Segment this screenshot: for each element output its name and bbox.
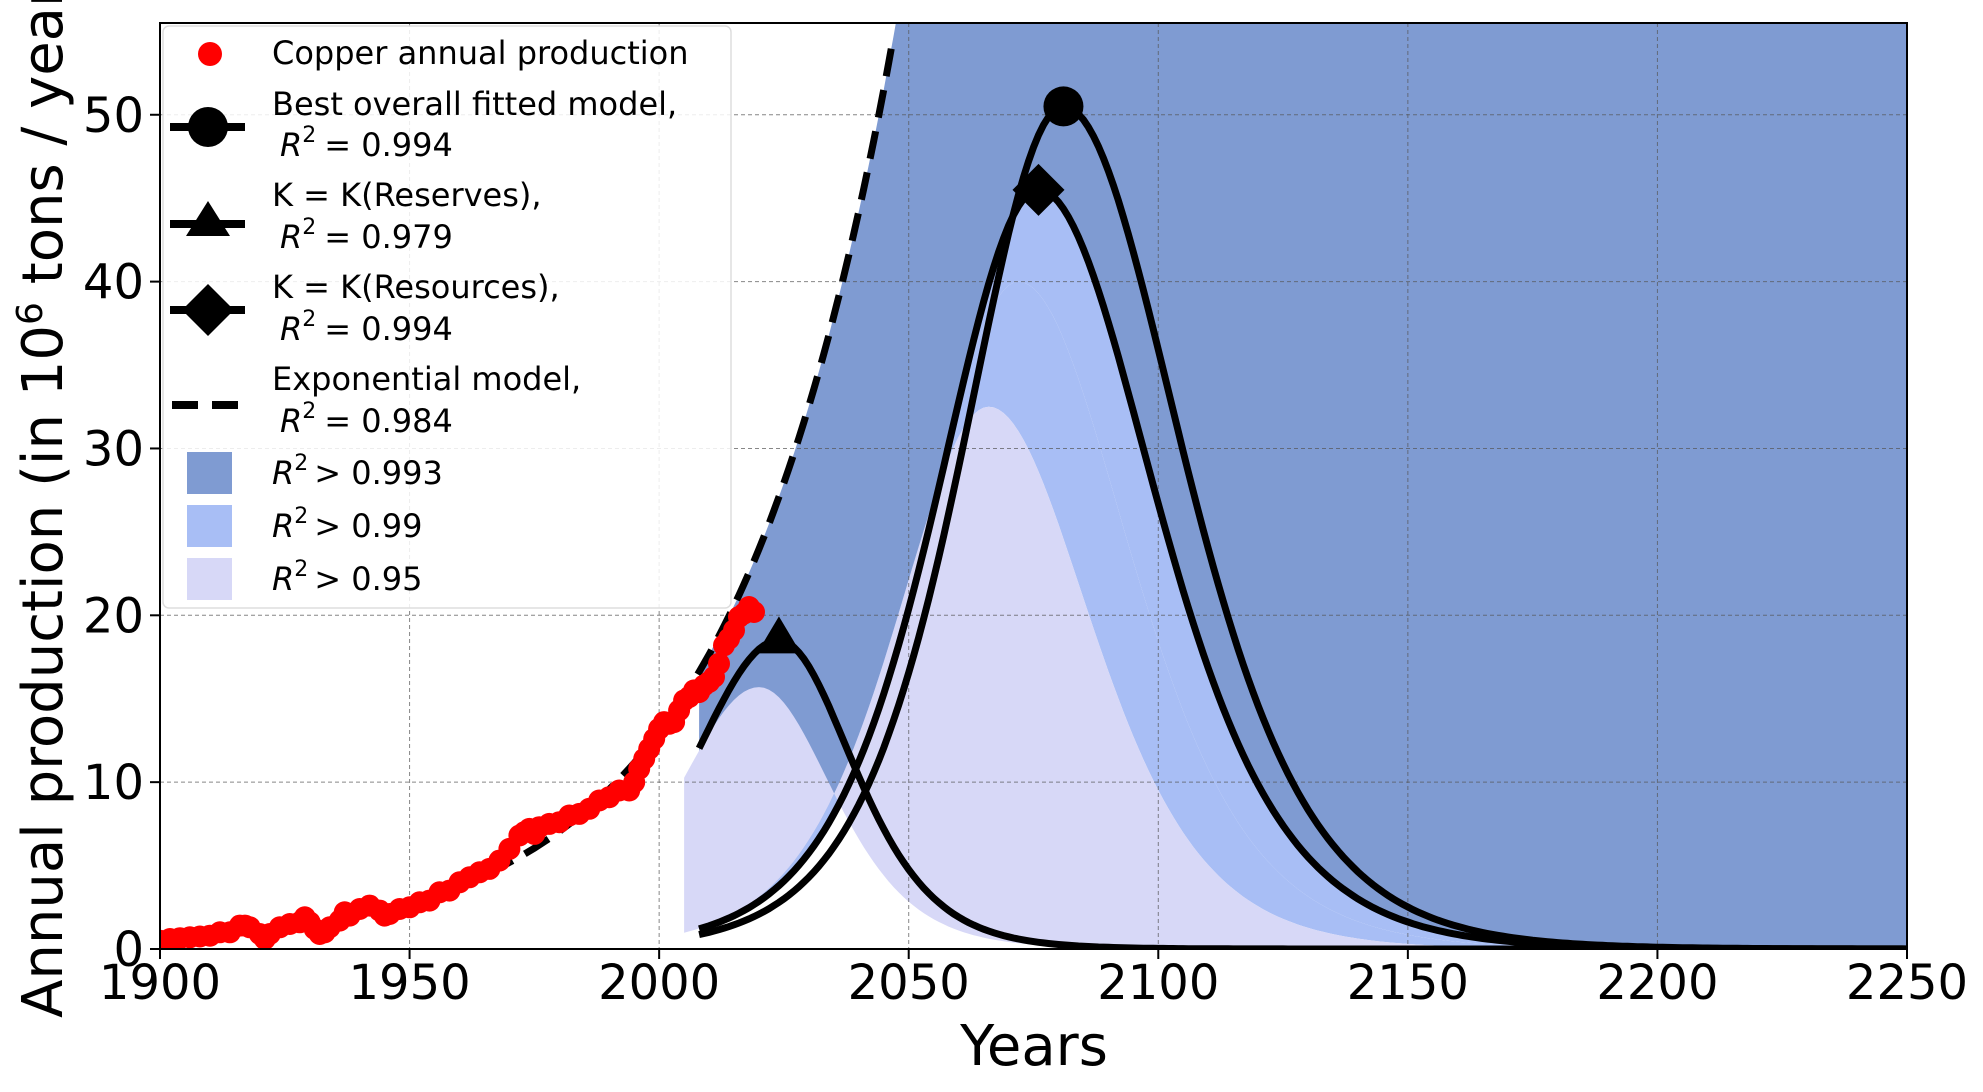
observed-point xyxy=(708,652,730,675)
peak-marker-best xyxy=(1043,86,1084,127)
band-r2-095 xyxy=(684,406,1907,949)
legend: Copper annual production Best overall fi… xyxy=(162,25,732,609)
y-tick-label-0: 0 xyxy=(113,922,144,978)
legend-reserves-label: K = K(Reserves), xyxy=(272,176,542,214)
y-tick-label-10: 10 xyxy=(83,755,144,811)
legend-resources-marker xyxy=(182,284,234,336)
legend-resources-label: K = K(Resources), xyxy=(272,268,560,306)
legend-band2-label: R2 > 0.99 xyxy=(272,504,422,545)
line-k-reserves xyxy=(695,636,1907,949)
legend-observed-swatch xyxy=(198,42,222,66)
plot-frame xyxy=(159,22,1908,950)
legend-band1-label: R2 > 0.993 xyxy=(272,451,443,492)
axis-ticks: 1900 1950 2000 2050 2100 2150 2200 2250 0 10 20 30 4… xyxy=(83,88,1968,1011)
x-tick-label-1900: 1900 xyxy=(99,955,221,1011)
line-exponential xyxy=(160,34,898,943)
legend-band3-label: R2 > 0.95 xyxy=(272,557,422,598)
y-tick-label-50: 50 xyxy=(83,88,144,144)
legend-reserves-r2: R2 = 0.979 xyxy=(280,215,453,256)
x-tick-label-2250: 2250 xyxy=(1846,955,1968,1011)
legend-resources-r2: R2 = 0.994 xyxy=(280,307,453,348)
confidence-bands xyxy=(684,23,1907,949)
x-tick-label-2200: 2200 xyxy=(1596,955,1718,1011)
x-axis-title: Years xyxy=(959,1014,1108,1079)
y-tick-label-40: 40 xyxy=(83,255,144,311)
legend-band3-swatch xyxy=(187,558,232,600)
x-tick-label-1950: 1950 xyxy=(348,955,470,1011)
legend-band2-swatch xyxy=(187,505,232,547)
legend-exp-label: Exponential model, xyxy=(272,360,581,398)
peak-marker-resources xyxy=(1012,163,1065,216)
band-r2-0993 xyxy=(699,23,1907,949)
legend-best-label: Best overall fitted model, xyxy=(272,85,677,123)
x-tick-label-2000: 2000 xyxy=(598,955,720,1011)
x-tick-label-2150: 2150 xyxy=(1347,955,1469,1011)
observed-point xyxy=(743,601,765,623)
legend-exp-r2: R2 = 0.984 xyxy=(280,399,453,440)
legend-observed-label: Copper annual production xyxy=(272,34,689,72)
x-tick-label-2050: 2050 xyxy=(848,955,970,1011)
peak-marker-reserves xyxy=(756,616,801,654)
y-tick-label-30: 30 xyxy=(83,421,144,477)
legend-reserves-marker xyxy=(186,201,230,236)
legend-band1-swatch xyxy=(187,452,232,494)
peak-markers xyxy=(756,86,1084,654)
legend-best-r2: R2 = 0.994 xyxy=(280,123,453,164)
y-axis-title: Annual production (in 106 tons / year) xyxy=(10,0,76,1018)
observed-points xyxy=(160,596,765,949)
legend-box xyxy=(162,25,732,609)
legend-best-marker xyxy=(188,107,228,147)
y-tick-label-20: 20 xyxy=(83,588,144,644)
x-tick-label-2100: 2100 xyxy=(1097,955,1219,1011)
